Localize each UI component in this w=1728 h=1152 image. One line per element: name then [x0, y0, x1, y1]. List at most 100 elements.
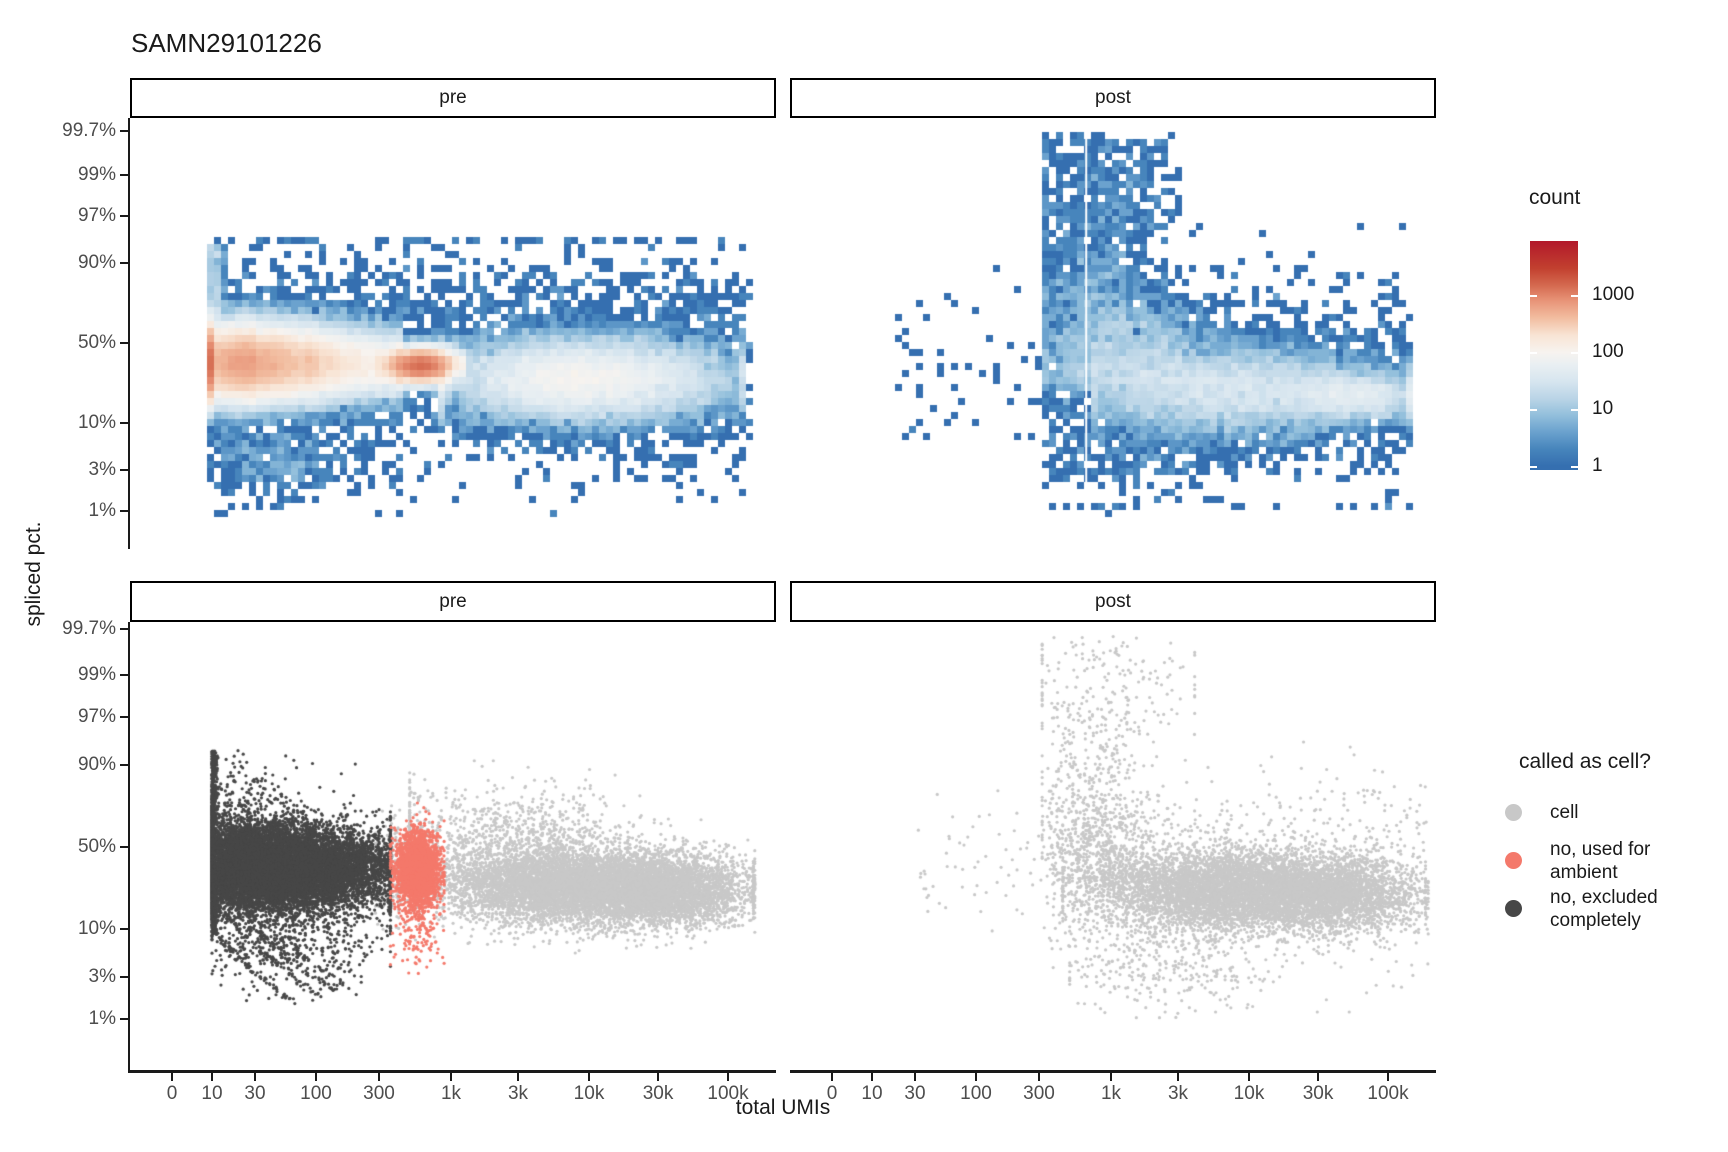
y-tick-mark: [120, 422, 128, 425]
x-tick-label: 1k: [440, 1083, 462, 1104]
y-tick-mark: [120, 174, 128, 177]
x-tick-mark: [254, 1073, 256, 1081]
cell-legend-title: called as cell?: [1519, 750, 1651, 773]
x-tick-mark: [315, 1073, 317, 1081]
y-tick-label: 1%: [88, 499, 116, 521]
legend-label-no-excluded-completely: no, excluded completely: [1550, 887, 1658, 931]
y-tick-label: 1%: [88, 1008, 116, 1030]
facet-strip-bottom-pre: pre: [130, 581, 776, 622]
x-tick-label: 30k: [1302, 1083, 1334, 1104]
facet-strip-bottom-post: post: [790, 581, 1436, 622]
legend-dot-cell: [1505, 804, 1522, 821]
facet-strip-label: pre: [439, 590, 467, 612]
y-tick-label: 99%: [77, 164, 116, 186]
x-tick-label: 10: [201, 1083, 223, 1104]
colorbar-tick-mark: [1571, 352, 1578, 355]
y-tick-label: 90%: [77, 251, 116, 273]
legend-label-cell: cell: [1550, 802, 1579, 823]
y-tick-mark: [120, 215, 128, 218]
x-tick-label: 3k: [507, 1083, 529, 1104]
y-tick-mark: [120, 1018, 128, 1021]
y-tick-mark: [120, 628, 128, 631]
x-axis-line-post: [790, 1070, 1436, 1073]
y-tick-mark: [120, 673, 128, 676]
colorbar-tick-mark: [1571, 295, 1578, 298]
y-tick-mark: [120, 130, 128, 133]
count-legend-title: count: [1529, 186, 1581, 209]
colorbar-tick-label: 100: [1592, 341, 1624, 363]
y-tick-mark: [120, 468, 128, 471]
facet-strip-label: pre: [439, 87, 467, 108]
x-axis-line-pre: [128, 1070, 776, 1073]
x-tick-label: 100k: [1367, 1083, 1409, 1104]
x-tick-mark: [1110, 1073, 1112, 1081]
x-tick-mark: [1317, 1073, 1320, 1081]
x-tick-mark: [450, 1073, 452, 1081]
legend-dot-no-used-for-ambient: [1505, 852, 1522, 869]
facet-strip-label: post: [1095, 590, 1131, 612]
y-tick-mark: [120, 976, 128, 979]
y-tick-label: 50%: [77, 332, 116, 353]
colorbar-tick-mark: [1530, 465, 1537, 468]
x-tick-label: 30: [244, 1083, 266, 1104]
legend-label-no-used-for-ambient: no, used for ambient: [1550, 839, 1651, 883]
y-tick-mark: [120, 928, 128, 931]
y-tick-label: 50%: [77, 836, 116, 857]
colorbar-tick-mark: [1530, 409, 1537, 412]
x-tick-label: 30k: [642, 1083, 674, 1104]
y-tick-label: 99%: [77, 663, 116, 685]
x-tick-mark: [975, 1073, 977, 1081]
y-tick-label: 99.7%: [62, 618, 116, 640]
y-tick-label: 10%: [77, 412, 116, 434]
x-tick-label: 300: [363, 1083, 395, 1104]
y-tick-label: 3%: [88, 458, 116, 480]
x-tick-mark: [1248, 1073, 1250, 1081]
y-tick-label: 3%: [88, 966, 116, 988]
x-tick-label: 300: [1023, 1083, 1055, 1104]
y-tick-mark: [120, 846, 128, 848]
facet-strip-top-post: post: [790, 78, 1436, 118]
x-tick-mark: [1177, 1073, 1180, 1081]
x-axis-title: total UMIs: [735, 1096, 831, 1119]
y-tick-mark: [120, 261, 128, 264]
x-tick-mark: [831, 1073, 833, 1081]
facet-strip-label: post: [1095, 87, 1131, 108]
y-tick-label: 97%: [77, 705, 116, 727]
y-tick-label: 90%: [77, 753, 116, 775]
legend-dot-no-excluded-completely: [1505, 900, 1522, 917]
y-tick-label: 10%: [77, 918, 116, 940]
facet-strip-top-pre: pre: [130, 78, 776, 118]
colorbar-tick-mark: [1571, 409, 1578, 412]
colorbar-tick-label: 1: [1592, 454, 1603, 476]
x-tick-mark: [657, 1073, 660, 1081]
x-tick-label: 0: [166, 1083, 178, 1104]
y-axis-title: spliced pct.: [22, 521, 45, 627]
colorbar-tick-mark: [1530, 352, 1537, 355]
x-tick-mark: [727, 1073, 729, 1081]
x-tick-label: 1k: [1100, 1083, 1122, 1104]
count-colorbar: [1530, 241, 1578, 470]
plot-title: SAMN29101226: [131, 28, 322, 58]
x-tick-mark: [378, 1073, 381, 1081]
y-tick-mark: [120, 509, 128, 512]
x-tick-label: 0: [826, 1083, 838, 1104]
colorbar-tick-label: 10: [1592, 398, 1614, 420]
y-axis-line-top: [128, 118, 130, 549]
x-tick-mark: [1387, 1073, 1389, 1081]
x-tick-mark: [1038, 1073, 1041, 1081]
colorbar-tick-label: 1000: [1592, 284, 1635, 306]
y-tick-mark: [120, 763, 128, 766]
x-tick-label: 10k: [573, 1083, 605, 1104]
x-tick-label: 10k: [1233, 1083, 1265, 1104]
x-tick-label: 100: [960, 1083, 992, 1104]
colorbar-tick-mark: [1571, 465, 1578, 468]
y-tick-mark: [120, 342, 128, 344]
x-tick-mark: [588, 1073, 590, 1081]
x-tick-label: 100k: [707, 1083, 749, 1104]
x-tick-mark: [171, 1073, 173, 1081]
x-tick-label: 30: [904, 1083, 926, 1104]
x-tick-label: 10: [861, 1083, 883, 1104]
x-tick-mark: [871, 1073, 873, 1081]
